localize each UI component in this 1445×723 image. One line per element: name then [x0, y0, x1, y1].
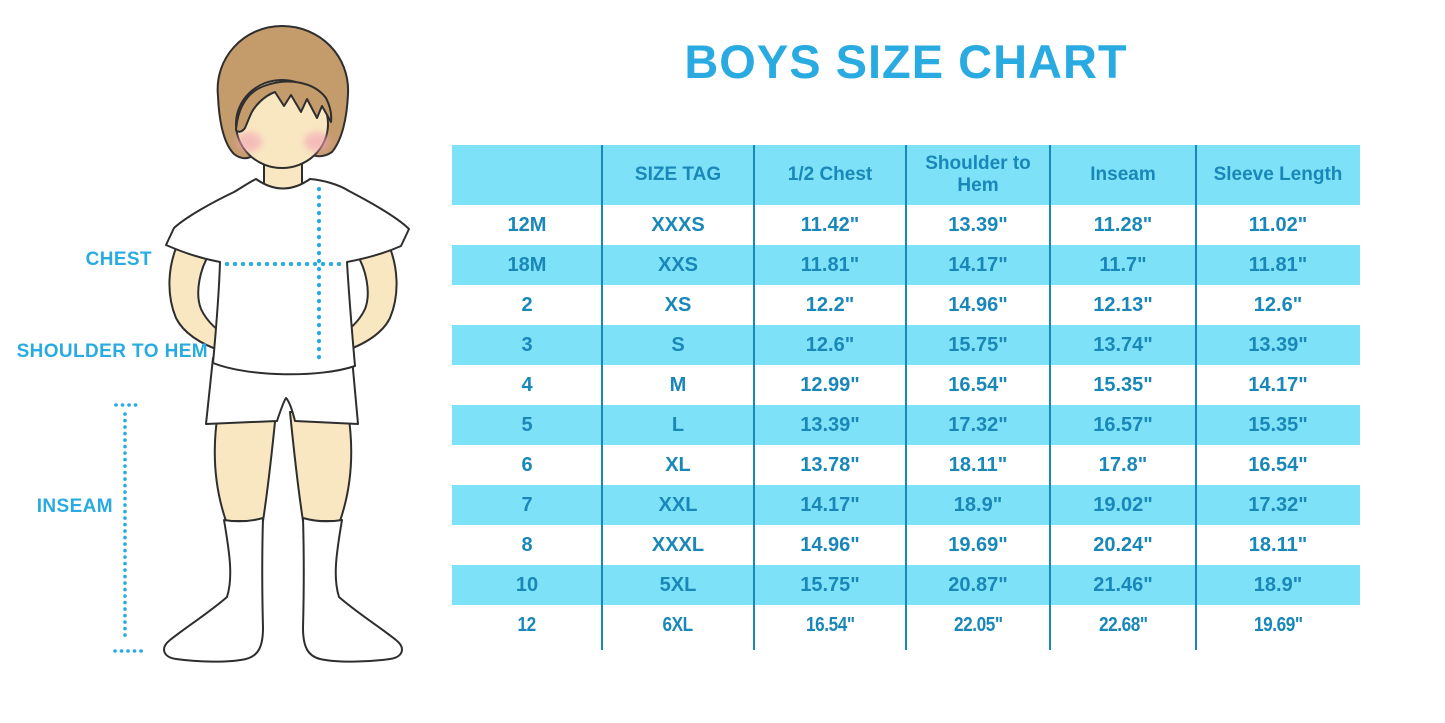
- column-divider: [905, 145, 907, 650]
- table-cell: 16.57": [1093, 413, 1153, 436]
- column-divider: [753, 145, 755, 650]
- table-cell: 22.68": [1098, 613, 1148, 636]
- table-cell: 20.87": [948, 573, 1008, 596]
- table-cell: 13.39": [948, 213, 1008, 236]
- table-cell: 15.75": [948, 333, 1008, 356]
- table-cell: XS: [664, 293, 692, 316]
- table-cell: 11.81": [800, 253, 860, 276]
- table-cell: 17.32": [1248, 493, 1308, 516]
- table-cell: 11.28": [1093, 213, 1153, 236]
- table-cell: 6XL: [662, 613, 694, 636]
- boy-figure-illustration: [113, 25, 410, 663]
- table-cell: 12: [517, 613, 537, 636]
- column-header: Inseam: [1090, 164, 1156, 186]
- column-header: SIZE TAG: [634, 164, 722, 186]
- table-cell: XXS: [657, 253, 699, 276]
- table-cell: 11.81": [1248, 253, 1308, 276]
- table-cell: 14.17": [800, 493, 860, 516]
- table-cell: 12M: [507, 213, 547, 236]
- column-header: Shoulder to Hem: [925, 153, 1031, 196]
- table-cell: 20.24": [1093, 533, 1153, 556]
- figure-hair-fringe: [235, 80, 333, 133]
- table-cell: XXXL: [651, 533, 705, 556]
- table-cell: 16.54": [805, 613, 855, 636]
- table-cell: 13.39": [1248, 333, 1308, 356]
- table-cell: 5XL: [659, 573, 697, 596]
- table-cell: 15.35": [1248, 413, 1308, 436]
- table-cell: 14.96": [948, 293, 1008, 316]
- table-cell: 19.02": [1093, 493, 1153, 516]
- table-cell: 18.9": [953, 493, 1003, 516]
- inseam-label: INSEAM: [36, 496, 113, 517]
- table-cell: L: [671, 413, 685, 436]
- table-cell: 19.69": [1253, 613, 1303, 636]
- table-cell: 17.32": [948, 413, 1008, 436]
- table-cell: 14.96": [800, 533, 860, 556]
- table-cell: XXXS: [651, 213, 705, 236]
- table-cell: 12.99": [800, 373, 860, 396]
- table-cell: 12.6": [805, 333, 855, 356]
- table-cell: 14.17": [948, 253, 1008, 276]
- table-cell: 2: [521, 293, 533, 316]
- size-table: SIZE TAG 1/2 Chest Shoulder to Hem Inseam Sl…: [452, 145, 1360, 650]
- table-cell: 4: [521, 373, 533, 396]
- table-cell: 17.8": [1098, 453, 1148, 476]
- table-cell: 12.13": [1093, 293, 1153, 316]
- table-cell: 13.74": [1093, 333, 1153, 356]
- table-cell: 21.46": [1093, 573, 1153, 596]
- page-title: BOYS SIZE CHART: [684, 35, 1128, 88]
- table-cell: 11.42": [800, 213, 860, 236]
- table-cell: 18M: [507, 253, 547, 276]
- figure-left-leg: [213, 411, 277, 522]
- shoulder-to-hem-label: SHOULDER TO HEM: [16, 341, 208, 362]
- table-cell: 11.7": [1099, 253, 1147, 276]
- table-cell: 12.6": [1253, 293, 1303, 316]
- table-cell: XL: [665, 453, 691, 476]
- table-cell: 15.35": [1093, 373, 1153, 396]
- column-divider: [601, 145, 603, 650]
- chest-label: CHEST: [85, 249, 152, 270]
- table-cell: 7: [521, 493, 533, 516]
- table-cell: 10: [515, 573, 539, 596]
- figure-right-sock: [302, 517, 403, 663]
- table-cell: 3: [521, 333, 533, 356]
- table-cell: 16.54": [948, 373, 1008, 396]
- table-cell: S: [671, 333, 685, 356]
- table-cell: 6: [521, 453, 533, 476]
- column-header: [452, 145, 602, 205]
- table-cell: 18.9": [1253, 573, 1303, 596]
- table-cell: 18.11": [1248, 533, 1308, 556]
- table-cell: 16.54": [1248, 453, 1308, 476]
- table-cell: 19.69": [948, 533, 1008, 556]
- figure-shirt: [165, 178, 410, 376]
- table-cell: 18.11": [948, 453, 1008, 476]
- table-cell: M: [669, 373, 687, 396]
- table-cell: XXL: [658, 493, 698, 516]
- table-cell: 15.75": [800, 573, 860, 596]
- table-cell: 11.02": [1248, 213, 1308, 236]
- figure-shorts: [205, 357, 359, 425]
- column-header: Sleeve Length: [1213, 164, 1343, 186]
- table-cell: 13.39": [800, 413, 860, 436]
- column-divider: [1049, 145, 1051, 650]
- column-header: 1/2 Chest: [787, 164, 873, 186]
- figure-right-leg: [289, 411, 353, 522]
- table-cell: 13.78": [800, 453, 860, 476]
- table-cell: 22.05": [953, 613, 1003, 636]
- table-cell: 12.2": [805, 293, 855, 316]
- figure-right-cheek-blush: [304, 132, 330, 152]
- table-cell: 5: [521, 413, 533, 436]
- figure-left-cheek-blush: [236, 132, 262, 152]
- table-cell: 8: [521, 533, 533, 556]
- column-divider: [1195, 145, 1197, 650]
- figure-left-sock: [163, 517, 264, 663]
- table-cell: 14.17": [1248, 373, 1308, 396]
